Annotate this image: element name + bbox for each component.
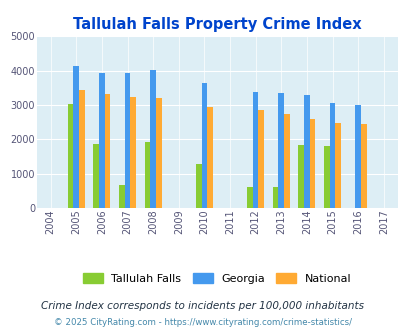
Bar <box>156 98 161 208</box>
Bar <box>104 94 110 208</box>
Bar <box>124 73 130 208</box>
Bar <box>247 187 252 208</box>
Text: © 2025 CityRating.com - https://www.cityrating.com/crime-statistics/: © 2025 CityRating.com - https://www.city… <box>54 318 351 327</box>
Bar <box>68 104 73 208</box>
Bar <box>79 90 85 208</box>
Legend: Tallulah Falls, Georgia, National: Tallulah Falls, Georgia, National <box>78 268 356 288</box>
Bar <box>73 66 79 208</box>
Bar <box>119 185 124 208</box>
Bar <box>298 145 303 208</box>
Bar <box>309 119 315 208</box>
Bar <box>335 123 340 208</box>
Bar <box>272 187 278 208</box>
Bar <box>201 83 207 208</box>
Bar <box>196 164 201 208</box>
Bar <box>150 70 156 208</box>
Bar <box>130 97 136 208</box>
Bar <box>323 146 329 208</box>
Bar <box>252 91 258 208</box>
Bar <box>278 93 284 208</box>
Bar <box>99 73 104 208</box>
Bar <box>207 107 212 208</box>
Bar <box>360 124 366 208</box>
Bar <box>329 103 335 208</box>
Bar <box>284 114 289 208</box>
Bar <box>303 95 309 208</box>
Bar <box>144 142 150 208</box>
Title: Tallulah Falls Property Crime Index: Tallulah Falls Property Crime Index <box>73 17 360 32</box>
Bar <box>93 144 99 208</box>
Bar <box>354 105 360 208</box>
Text: Crime Index corresponds to incidents per 100,000 inhabitants: Crime Index corresponds to incidents per… <box>41 301 364 311</box>
Bar <box>258 110 264 208</box>
